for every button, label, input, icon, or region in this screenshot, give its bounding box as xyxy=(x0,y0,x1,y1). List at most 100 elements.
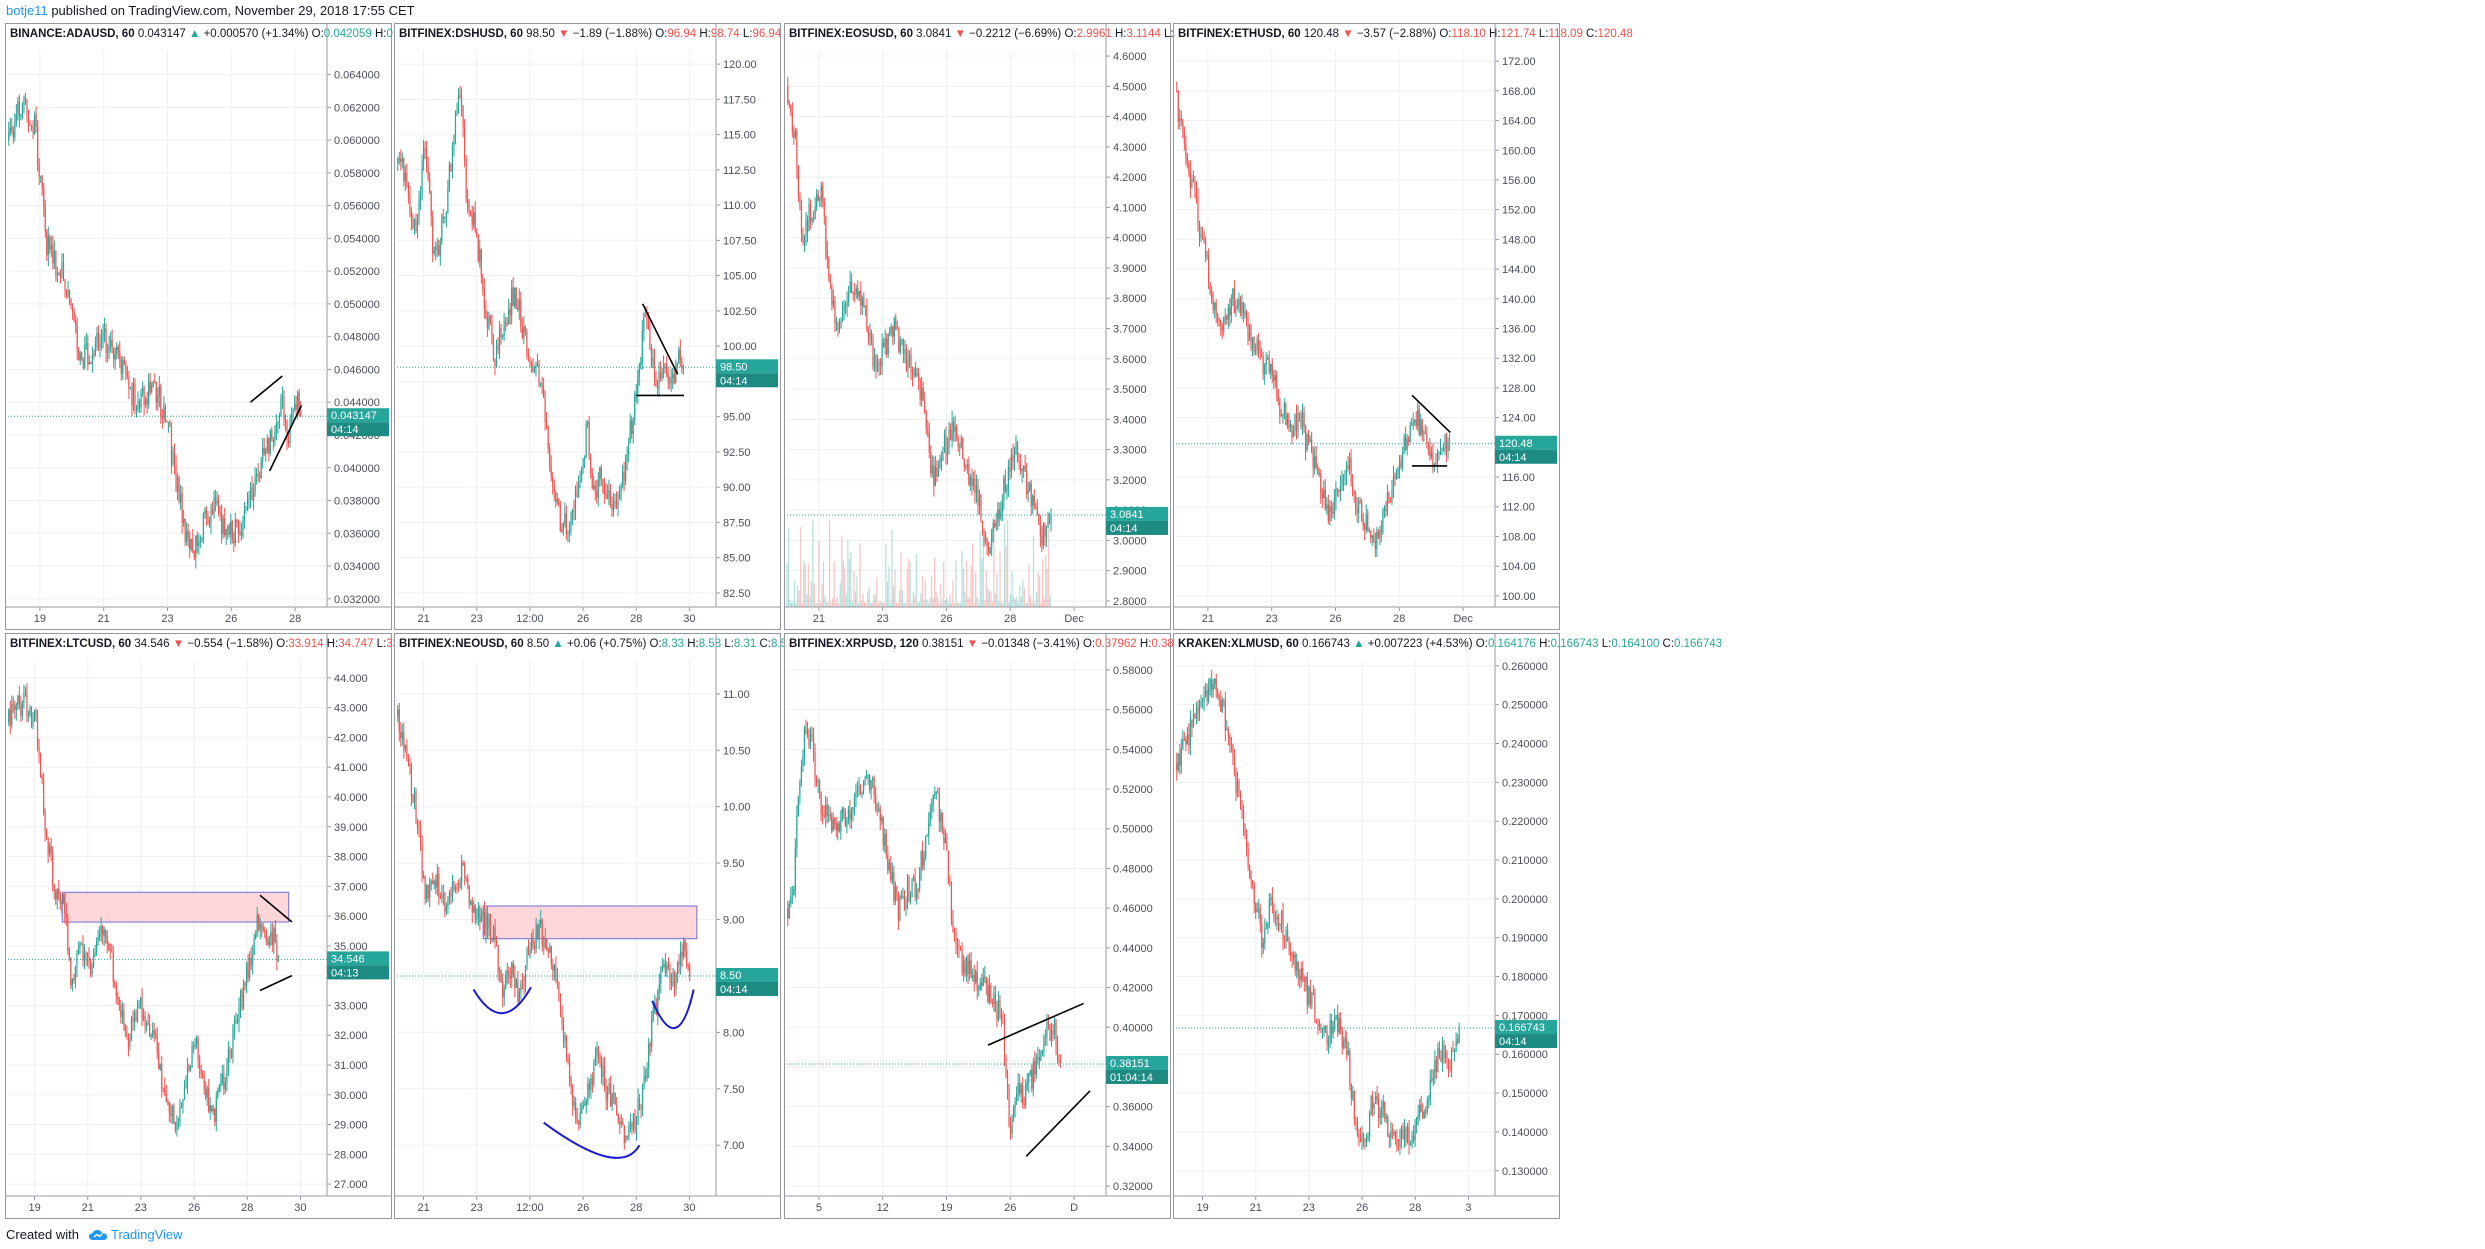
candle[interactable] xyxy=(790,886,792,908)
candle[interactable] xyxy=(844,808,846,827)
candle[interactable] xyxy=(892,325,894,346)
candle[interactable] xyxy=(276,933,278,971)
candle[interactable] xyxy=(966,955,968,982)
candle[interactable] xyxy=(257,463,259,482)
candle[interactable] xyxy=(638,1093,641,1111)
candle[interactable] xyxy=(1220,319,1222,336)
candle[interactable] xyxy=(829,273,831,290)
candle[interactable] xyxy=(826,797,828,824)
candle[interactable] xyxy=(55,888,57,905)
candle[interactable] xyxy=(684,939,686,958)
candle[interactable] xyxy=(1306,432,1308,453)
candle[interactable] xyxy=(1395,468,1398,480)
candle[interactable] xyxy=(518,987,521,1005)
candle[interactable] xyxy=(876,803,878,816)
candle[interactable] xyxy=(9,117,11,137)
candle[interactable] xyxy=(159,1063,161,1072)
candle[interactable] xyxy=(465,155,467,204)
candle[interactable] xyxy=(100,917,102,943)
candle[interactable] xyxy=(835,816,837,838)
candle[interactable] xyxy=(838,820,840,833)
candle[interactable] xyxy=(258,913,260,932)
candle[interactable] xyxy=(14,113,16,142)
candle[interactable] xyxy=(56,888,58,910)
candle[interactable] xyxy=(666,960,668,978)
candle[interactable] xyxy=(412,213,414,230)
candle[interactable] xyxy=(454,110,457,145)
candle[interactable] xyxy=(793,885,795,896)
candle[interactable] xyxy=(444,891,446,918)
candle[interactable] xyxy=(1037,1046,1039,1066)
candle[interactable] xyxy=(811,726,813,742)
pattern-curve[interactable] xyxy=(543,1121,641,1159)
candle[interactable] xyxy=(1050,1022,1053,1047)
candle[interactable] xyxy=(1341,470,1343,492)
candle[interactable] xyxy=(573,1095,575,1111)
candle[interactable] xyxy=(1238,292,1240,313)
candle[interactable] xyxy=(294,395,296,412)
candle[interactable] xyxy=(1436,449,1439,473)
candle[interactable] xyxy=(605,482,607,500)
candle[interactable] xyxy=(958,939,960,958)
candle[interactable] xyxy=(1206,683,1208,707)
candle[interactable] xyxy=(623,461,625,492)
candle[interactable] xyxy=(64,279,66,298)
chart-canvas[interactable]: 0.2600000.2500000.2400000.2300000.220000… xyxy=(1174,634,1559,1218)
candle[interactable] xyxy=(454,884,457,894)
candle[interactable] xyxy=(859,784,862,796)
candle[interactable] xyxy=(682,364,684,375)
candle[interactable] xyxy=(632,1113,635,1133)
candle[interactable] xyxy=(473,900,475,914)
candle[interactable] xyxy=(114,979,116,989)
candle[interactable] xyxy=(1430,446,1432,460)
candle[interactable] xyxy=(591,467,593,490)
candle[interactable] xyxy=(872,776,874,788)
candle[interactable] xyxy=(254,467,256,497)
candle[interactable] xyxy=(1406,434,1408,456)
candle[interactable] xyxy=(612,492,615,517)
candle[interactable] xyxy=(192,1041,195,1054)
candle[interactable] xyxy=(1321,487,1323,509)
candle[interactable] xyxy=(18,685,20,710)
candle[interactable] xyxy=(524,325,526,336)
candle[interactable] xyxy=(397,704,399,723)
candle[interactable] xyxy=(984,966,986,983)
candle[interactable] xyxy=(227,1040,230,1077)
candle[interactable] xyxy=(891,862,893,885)
candle[interactable] xyxy=(1218,317,1220,327)
candle[interactable] xyxy=(174,1121,176,1134)
candle[interactable] xyxy=(118,996,120,1011)
candle[interactable] xyxy=(544,928,546,950)
candle[interactable] xyxy=(673,970,676,997)
candle[interactable] xyxy=(1347,456,1349,472)
candle[interactable] xyxy=(1177,90,1179,130)
candle[interactable] xyxy=(1280,409,1282,418)
candle[interactable] xyxy=(1312,446,1314,478)
candle[interactable] xyxy=(1441,447,1443,456)
candle[interactable] xyxy=(33,709,36,722)
candle[interactable] xyxy=(1058,1054,1060,1067)
candle[interactable] xyxy=(102,323,104,349)
candle[interactable] xyxy=(883,337,885,348)
candle[interactable] xyxy=(908,350,911,368)
candle[interactable] xyxy=(889,326,891,337)
candle[interactable] xyxy=(410,206,413,231)
candle[interactable] xyxy=(52,235,54,270)
candle[interactable] xyxy=(123,1003,125,1031)
candle[interactable] xyxy=(1296,953,1298,979)
candle[interactable] xyxy=(622,1117,624,1126)
candle[interactable] xyxy=(1394,472,1396,487)
candle[interactable] xyxy=(1022,1076,1024,1109)
candle[interactable] xyxy=(1258,332,1260,359)
candle[interactable] xyxy=(530,932,533,954)
candle[interactable] xyxy=(46,229,48,261)
candle[interactable] xyxy=(992,519,994,543)
candle[interactable] xyxy=(1019,454,1022,475)
candle[interactable] xyxy=(1248,323,1251,342)
candle[interactable] xyxy=(858,777,860,797)
candle[interactable] xyxy=(1308,430,1310,446)
candle[interactable] xyxy=(629,413,631,444)
candle[interactable] xyxy=(277,421,279,434)
candle[interactable] xyxy=(226,1058,228,1092)
candle[interactable] xyxy=(76,317,78,361)
